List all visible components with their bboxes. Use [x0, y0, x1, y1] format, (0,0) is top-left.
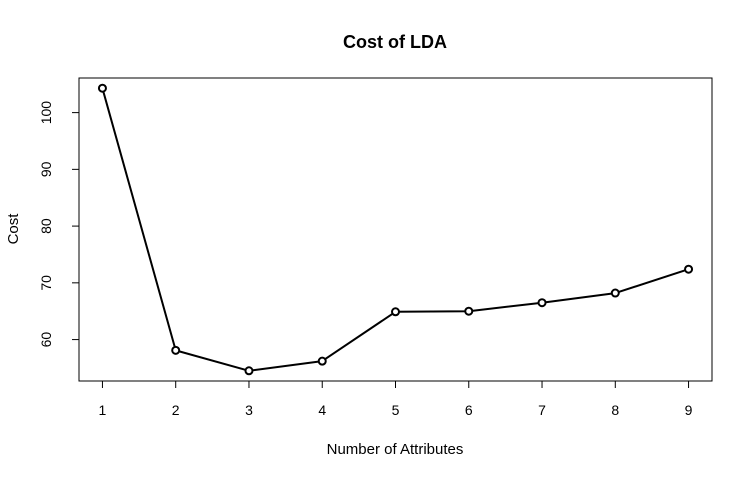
- y-axis-label: Cost: [5, 213, 22, 245]
- plot-frame: [78, 77, 713, 382]
- y-tick-label: 80: [38, 218, 54, 234]
- data-point: [171, 345, 181, 355]
- data-point: [244, 366, 254, 376]
- data-point: [610, 288, 620, 298]
- x-axis-label: Number of Attributes: [327, 441, 464, 458]
- y-tick-label: 90: [38, 161, 54, 177]
- y-axis: 60 70 80 90 100: [38, 101, 80, 348]
- y-tick-label: 70: [38, 275, 54, 291]
- x-tick-label: 3: [245, 402, 253, 418]
- x-tick-label: 4: [318, 402, 326, 418]
- x-tick-label: 9: [685, 402, 693, 418]
- x-axis: 1 2 3 4 5 6 7 8 9: [99, 380, 693, 418]
- series-line: [97, 83, 694, 376]
- y-tick-label: 60: [38, 332, 54, 348]
- data-point: [464, 306, 474, 316]
- series-polyline: [101, 87, 689, 372]
- x-tick-label: 5: [392, 402, 400, 418]
- data-point: [317, 356, 327, 366]
- x-tick-label: 7: [538, 402, 546, 418]
- data-point: [97, 83, 107, 93]
- x-tick-label: 8: [611, 402, 619, 418]
- data-point: [684, 264, 694, 274]
- x-tick-label: 6: [465, 402, 473, 418]
- data-point: [537, 298, 547, 308]
- x-tick-label: 1: [99, 402, 107, 418]
- data-point: [391, 307, 400, 317]
- x-tick-label: 2: [172, 402, 180, 418]
- y-tick-label: 100: [38, 101, 54, 125]
- chart-title: Cost of LDA: [343, 32, 447, 52]
